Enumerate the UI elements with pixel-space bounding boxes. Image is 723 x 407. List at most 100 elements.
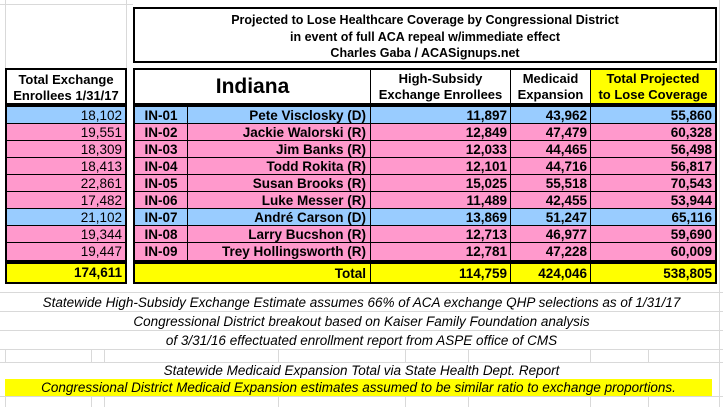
- total-high-subsidy-cell: 114,759: [371, 264, 511, 282]
- total-projected-cell: 70,543: [670, 176, 712, 191]
- representative-cell: Susan Brooks (R): [188, 175, 371, 191]
- total-label-cell: Total: [135, 264, 371, 282]
- gridline: [5, 0, 6, 68]
- table-title: Projected to Lose Healthcare Coverage by…: [133, 7, 717, 63]
- district-cell: IN-04: [135, 158, 188, 174]
- state-header-cell: Indiana: [135, 70, 371, 103]
- note-kaiser-breakout: Congressional District breakout based on…: [133, 314, 590, 329]
- total-projected-cell: 60,009: [670, 244, 712, 259]
- table-row: IN-07 André Carson (D) 13,869 51,247 65,…: [135, 209, 715, 226]
- high-subsidy-header-line1: High-Subsidy: [398, 70, 483, 86]
- medicaid-cell: 47,479: [511, 124, 591, 140]
- total-projected-cell: 53,944: [670, 193, 712, 208]
- left-table-body: 18,102 19,551 18,309 18,413 22,861 17,48…: [5, 105, 127, 262]
- district-cell: IN-06: [135, 192, 188, 208]
- medicaid-cell: 43,962: [511, 107, 591, 123]
- district-cell: IN-07: [135, 209, 188, 225]
- gridline: [104, 349, 105, 362]
- note-exchange-estimate: Statewide High-Subsidy Exchange Estimate…: [42, 295, 681, 310]
- gridline: [5, 349, 6, 362]
- gridline: [468, 349, 469, 362]
- main-table-total-row: Total 114,759 424,046 538,805: [133, 262, 717, 284]
- high-subsidy-cell: 12,101: [371, 158, 511, 174]
- medicaid-cell: 55,518: [511, 175, 591, 191]
- medicaid-cell: 47,228: [511, 243, 591, 260]
- total-projected-cell: 56,817: [670, 159, 712, 174]
- table-row: IN-01 Pete Visclosky (D) 11,897 43,962 5…: [135, 107, 715, 124]
- district-cell: IN-08: [135, 226, 188, 242]
- exchange-enrollees-cell: 19,447: [7, 243, 125, 260]
- table-row: IN-04 Todd Rokita (R) 12,101 44,716 56,8…: [135, 158, 715, 175]
- representative-cell: Pete Visclosky (D): [188, 107, 371, 123]
- high-subsidy-cell: 11,489: [371, 192, 511, 208]
- table-row: IN-02 Jackie Walorski (R) 12,849 47,479 …: [135, 124, 715, 141]
- total-projected-cell: 55,860: [670, 108, 712, 123]
- gridline: [278, 396, 279, 407]
- representative-cell: Jackie Walorski (R): [188, 124, 371, 140]
- table-title-line1: Projected to Lose Healthcare Coverage by…: [231, 13, 619, 27]
- district-cell: IN-05: [135, 175, 188, 191]
- high-subsidy-header-line2: Exchange Enrollees: [378, 86, 503, 102]
- medicaid-cell: 46,977: [511, 226, 591, 242]
- exchange-enrollees-cell: 21,102: [7, 209, 125, 226]
- district-cell: IN-03: [135, 141, 188, 157]
- gridline: [405, 349, 406, 362]
- left-table-header-line1: Total Exchange: [18, 72, 114, 87]
- representative-cell: Jim Banks (R): [188, 141, 371, 157]
- gridline: [91, 349, 92, 362]
- medicaid-cell: 42,455: [511, 192, 591, 208]
- total-projected-header-line2: to Lose Coverage: [598, 86, 708, 102]
- medicaid-header-line1: Medicaid: [522, 70, 579, 86]
- high-subsidy-cell: 12,713: [371, 226, 511, 242]
- gridline: [126, 0, 127, 68]
- medicaid-header-cell: Medicaid Expansion: [511, 70, 591, 103]
- gridline: [91, 396, 92, 407]
- high-subsidy-cell: 12,033: [371, 141, 511, 157]
- medicaid-header-line2: Expansion: [517, 86, 584, 102]
- main-table-body: IN-01 Pete Visclosky (D) 11,897 43,962 5…: [133, 105, 717, 262]
- gridline: [0, 349, 723, 350]
- table-row: IN-09 Trey Hollingsworth (R) 12,781 47,2…: [135, 243, 715, 260]
- high-subsidy-cell: 13,869: [371, 209, 511, 225]
- exchange-enrollees-cell: 17,482: [7, 192, 125, 209]
- table-row: IN-06 Luke Messer (R) 11,489 42,455 53,9…: [135, 192, 715, 209]
- medicaid-cell: 44,465: [511, 141, 591, 157]
- district-cell: IN-01: [135, 107, 188, 123]
- gridline: [0, 292, 723, 293]
- gridline: [590, 396, 591, 407]
- gridline: [104, 396, 105, 407]
- table-title-line2: in event of full ACA repeal w/immediate …: [290, 29, 560, 44]
- gridline: [278, 349, 279, 362]
- high-subsidy-cell: 15,025: [371, 175, 511, 191]
- note-medicaid-source: Statewide Medicaid Expansion Total via S…: [163, 363, 560, 378]
- representative-cell: Trey Hollingsworth (R): [188, 243, 371, 260]
- exchange-enrollees-cell: 19,551: [7, 124, 125, 141]
- table-title-line3: Charles Gaba / ACASignups.net: [330, 46, 520, 60]
- main-table-header-row: Indiana High-Subsidy Exchange Enrollees …: [133, 68, 717, 105]
- high-subsidy-header-cell: High-Subsidy Exchange Enrollees: [371, 70, 511, 103]
- total-projected-cell: 60,328: [670, 125, 712, 140]
- exchange-enrollees-cell: 19,344: [7, 226, 125, 243]
- gridline: [0, 311, 723, 312]
- medicaid-cell: 51,247: [511, 209, 591, 225]
- total-projected-cell: 65,116: [671, 210, 712, 225]
- high-subsidy-cell: 11,897: [371, 107, 511, 123]
- gridline: [648, 396, 649, 407]
- gridline: [5, 396, 6, 407]
- representative-cell: Larry Bucshon (R): [188, 226, 371, 242]
- gridline: [590, 349, 591, 362]
- note-aspe-report: of 3/31/16 effectuated enrollment report…: [165, 333, 558, 348]
- representative-cell: André Carson (D): [188, 209, 371, 225]
- exchange-enrollees-cell: 18,102: [7, 107, 125, 124]
- total-projected-cell: 59,690: [670, 227, 712, 242]
- table-row: IN-03 Jim Banks (R) 12,033 44,465 56,498: [135, 141, 715, 158]
- total-medicaid-cell: 424,046: [511, 264, 591, 282]
- high-subsidy-cell: 12,849: [371, 124, 511, 140]
- total-projected-header-line1: Total Projected: [606, 70, 700, 86]
- representative-cell: Todd Rokita (R): [188, 158, 371, 174]
- gridline: [0, 362, 723, 363]
- medicaid-cell: 44,716: [511, 158, 591, 174]
- district-cell: IN-09: [135, 243, 188, 260]
- gridline: [468, 396, 469, 407]
